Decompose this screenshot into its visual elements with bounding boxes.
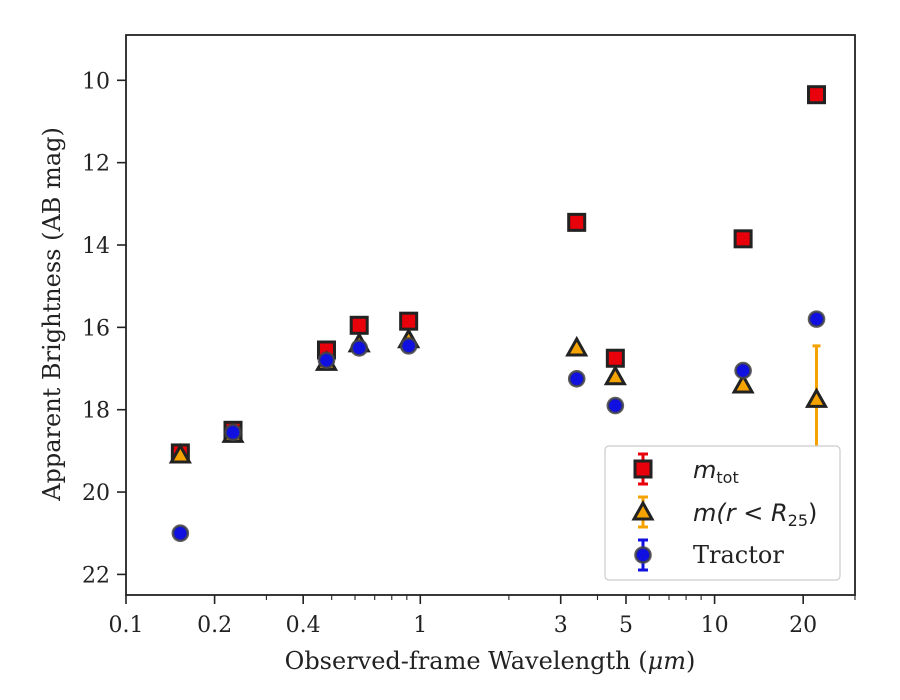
legend: mtot m(r < R25) Tractor — [604, 445, 841, 581]
axis-ticks: 0.1 0.2 0.4 1 3 5 10 20 10 12 14 16 18 20 22 — [82, 69, 856, 638]
legend-marker — [633, 459, 653, 479]
x-tick-label: 20 — [789, 613, 817, 638]
legend-marker-mtot — [633, 452, 653, 486]
legend-label-mtot: mtot — [693, 456, 739, 487]
mtot-point — [349, 315, 369, 335]
legend-marker-tractor — [634, 538, 652, 572]
x-tick-label: 10 — [701, 613, 729, 638]
mtot-point — [399, 311, 419, 331]
tractor-point — [224, 423, 242, 442]
y-tick-label: 18 — [82, 399, 110, 424]
y-tick-label: 20 — [82, 481, 110, 506]
x-tick-label: 0.1 — [109, 613, 144, 638]
mr25-point — [168, 442, 192, 464]
y-axis-label: Apparent Brightness (AB mag) — [38, 127, 66, 502]
y-tick-label: 22 — [82, 563, 110, 588]
x-tick-label: 5 — [619, 613, 633, 638]
legend-marker — [631, 499, 655, 521]
data-points — [168, 85, 829, 543]
legend-label-tractor: Tractor — [693, 541, 784, 569]
tractor-point — [807, 310, 826, 328]
legend-marker — [634, 546, 652, 564]
tractor-point — [606, 396, 625, 415]
mr25-point — [565, 335, 589, 357]
mtot-point — [567, 212, 587, 232]
legend-marker-m-r25 — [631, 495, 655, 529]
mr25-point — [731, 372, 755, 394]
tractor-point — [399, 337, 418, 355]
legend-box — [604, 445, 841, 581]
tractor-point — [171, 524, 190, 543]
y-tick-label: 12 — [82, 152, 110, 177]
tractor-point — [734, 361, 752, 380]
x-axis-label: Observed-frame Wavelength (μm) — [285, 647, 696, 675]
mtot-point — [605, 348, 625, 368]
x-tick-label: 3 — [554, 613, 568, 638]
tractor-point — [567, 370, 586, 388]
tractor-point — [350, 339, 368, 357]
legend-label-m-r25: m(r < R25) — [693, 499, 817, 530]
mtot-point — [733, 229, 753, 249]
mtot-point — [807, 85, 827, 105]
mr25-point — [804, 387, 829, 408]
y-tick-label: 10 — [82, 69, 110, 94]
tractor-point — [317, 351, 336, 370]
mr25-point — [603, 364, 627, 386]
y-tick-label: 14 — [82, 234, 110, 259]
x-tick-label: 0.2 — [197, 613, 232, 638]
x-tick-label: 1 — [413, 613, 427, 638]
y-tick-label: 16 — [82, 316, 110, 341]
x-tick-label: 0.4 — [286, 613, 321, 638]
plot-frame — [125, 34, 856, 596]
